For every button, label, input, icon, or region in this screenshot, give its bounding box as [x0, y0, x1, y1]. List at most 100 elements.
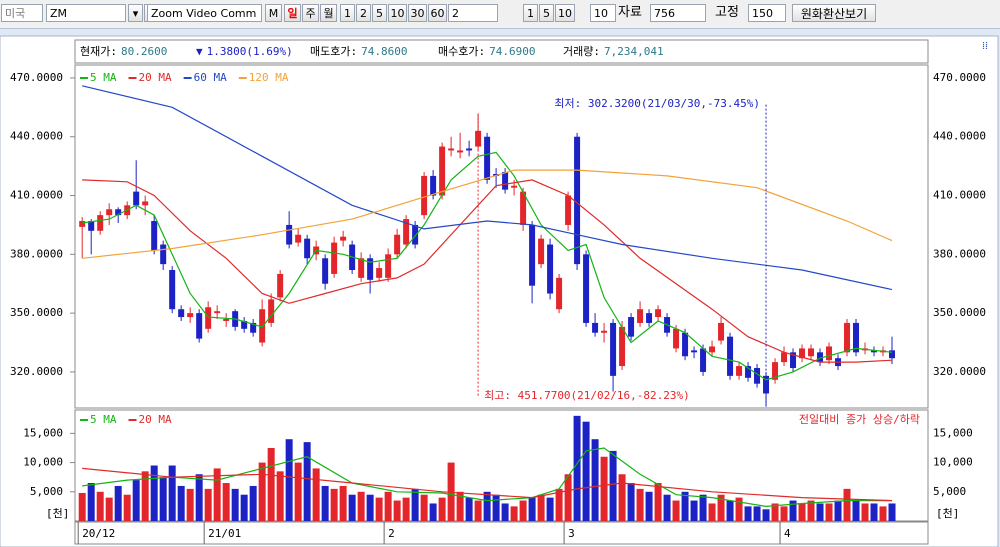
candle-body — [556, 277, 563, 310]
fixed-label: 고정 — [715, 5, 739, 20]
count-button[interactable]: 1 — [523, 4, 538, 22]
volume-bar — [321, 485, 329, 521]
volume-bar — [150, 465, 158, 521]
candle-body — [133, 191, 140, 206]
volume-bar — [501, 503, 509, 521]
candle-body — [88, 221, 95, 231]
volume-bar — [159, 477, 167, 521]
minute-input[interactable]: 2 — [448, 4, 498, 22]
fixed-input[interactable]: 150 — [748, 4, 786, 22]
ma-line — [82, 169, 893, 259]
candle-body — [889, 350, 896, 359]
m-button[interactable]: M — [265, 4, 282, 22]
candle-body — [196, 313, 203, 339]
candle-body — [790, 352, 797, 369]
minute-button[interactable]: 5 — [372, 4, 387, 22]
volume-bar — [141, 471, 149, 521]
candle-body — [376, 268, 383, 278]
info-value: 1.3800(1.69%) — [207, 45, 293, 58]
volume-bar — [600, 456, 608, 521]
ma-line — [82, 179, 893, 363]
period-button[interactable]: 주 — [302, 4, 319, 22]
minute-button[interactable]: 2 — [356, 4, 371, 22]
candle-body — [853, 322, 860, 353]
candle-body — [205, 307, 212, 329]
candle-body — [241, 320, 248, 329]
market-select[interactable]: 미국 — [1, 4, 43, 22]
candle-body — [610, 322, 617, 376]
ma-line — [82, 85, 893, 291]
dropdown-button[interactable]: ▾ — [128, 4, 143, 22]
symbol-input[interactable]: ZM — [46, 4, 126, 22]
candle-body — [520, 191, 527, 225]
data-count-select[interactable]: 756 — [650, 4, 706, 22]
candle-body — [250, 322, 257, 333]
x-tick-label: 3 — [568, 527, 575, 540]
convert-button[interactable]: 원화환산보기 — [792, 4, 876, 22]
y-tick-label: 5,000 — [30, 485, 63, 498]
minute-button[interactable]: 30 — [408, 4, 427, 22]
candle-body — [331, 242, 338, 274]
legend-label: 5 MA — [90, 71, 117, 84]
candle-body — [511, 185, 518, 188]
volume-bar — [717, 494, 725, 521]
legend-label: 20 MA — [139, 413, 172, 426]
volume-bar — [573, 415, 581, 521]
volume-bar — [285, 439, 293, 521]
volume-bar — [870, 503, 878, 521]
info-item: 현재가: 80.2600 — [80, 45, 167, 58]
minute-button[interactable]: 60 — [428, 4, 447, 22]
toolbar: 미국 ZM ▾ ⚲ Zoom Video Comm M 일 주 월 1 2 5 … — [0, 0, 1000, 29]
candle-body — [214, 311, 221, 314]
x-tick-label: 4 — [784, 527, 791, 540]
candle-body — [781, 352, 788, 363]
x-tick-label: 21/01 — [208, 527, 241, 540]
candle-body — [268, 299, 275, 323]
count-button[interactable]: 10 — [555, 4, 575, 22]
minute-button[interactable]: 1 — [340, 4, 355, 22]
period-button[interactable]: 일 — [284, 4, 301, 22]
candle-body — [817, 352, 824, 363]
volume-bar — [474, 500, 482, 521]
volume-bar — [681, 491, 689, 521]
volume-bar — [699, 494, 707, 521]
volume-bar — [222, 483, 230, 521]
candle-body — [592, 322, 599, 333]
candle-body — [394, 234, 401, 255]
volume-bar — [888, 503, 896, 521]
volume-bar — [195, 474, 203, 521]
candle-body — [745, 366, 752, 378]
y-tick-label-right: 350.0000 — [933, 306, 986, 319]
info-item: 거래량: 7,234,041 — [563, 45, 664, 58]
candle-body — [619, 326, 626, 367]
volume-bar — [96, 491, 104, 521]
candle-body — [844, 322, 851, 353]
volume-bar — [690, 500, 698, 521]
volume-bar — [303, 442, 311, 521]
ma-line — [82, 151, 893, 381]
minute-button[interactable]: 10 — [388, 4, 407, 22]
count-button[interactable]: 5 — [539, 4, 554, 22]
candle-body — [646, 313, 653, 323]
volume-bar — [348, 494, 356, 521]
volume-bar — [204, 488, 212, 521]
volume-bar — [438, 497, 446, 521]
candle-body — [601, 330, 608, 333]
volume-bar — [744, 506, 752, 521]
candle-body — [628, 317, 635, 337]
menu-icon[interactable]: ⁞⁞ — [982, 39, 988, 52]
ma-line — [82, 467, 893, 502]
data-label: 자료 — [618, 5, 642, 20]
candle-body — [448, 148, 455, 151]
candle-body — [691, 350, 698, 353]
count-input[interactable]: 10 — [590, 4, 616, 22]
candle-body — [799, 348, 806, 359]
volume-bar — [186, 488, 194, 521]
y-tick-label-right: 440.0000 — [933, 130, 986, 143]
volume-bar — [420, 494, 428, 521]
period-button[interactable]: 월 — [320, 4, 337, 22]
volume-bar — [483, 491, 491, 521]
volume-bar — [177, 485, 185, 521]
volume-bar — [330, 488, 338, 521]
candle-body — [151, 221, 158, 251]
